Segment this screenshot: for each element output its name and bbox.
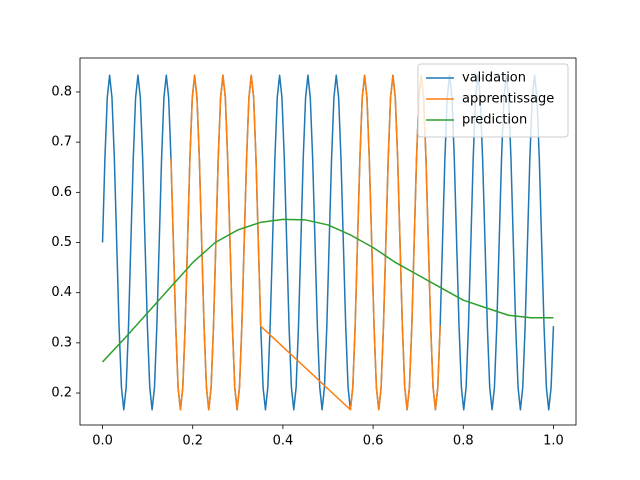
y-tick-label: 0.8	[51, 84, 72, 99]
legend-label: apprentissage	[462, 92, 554, 107]
x-tick-label: 0.0	[92, 434, 113, 449]
y-tick-label: 0.2	[51, 386, 72, 401]
legend-box	[417, 63, 569, 138]
legend-label: prediction	[462, 113, 527, 128]
plot-frame	[79, 57, 577, 426]
series-line	[170, 74, 441, 411]
x-tick-label: 0.6	[363, 434, 384, 449]
series-line	[102, 218, 554, 363]
y-tick-label: 0.3	[51, 335, 72, 350]
x-tick-label: 1.0	[543, 434, 564, 449]
x-tick-label: 0.4	[273, 434, 294, 449]
y-tick-label: 0.7	[51, 135, 72, 150]
legend-label: validation	[462, 71, 526, 86]
y-tick-label: 0.5	[51, 235, 72, 250]
x-tick-label: 0.2	[182, 434, 203, 449]
x-tick-label: 0.8	[453, 434, 474, 449]
y-tick-label: 0.6	[51, 185, 72, 200]
y-tick-label: 0.4	[51, 285, 72, 300]
